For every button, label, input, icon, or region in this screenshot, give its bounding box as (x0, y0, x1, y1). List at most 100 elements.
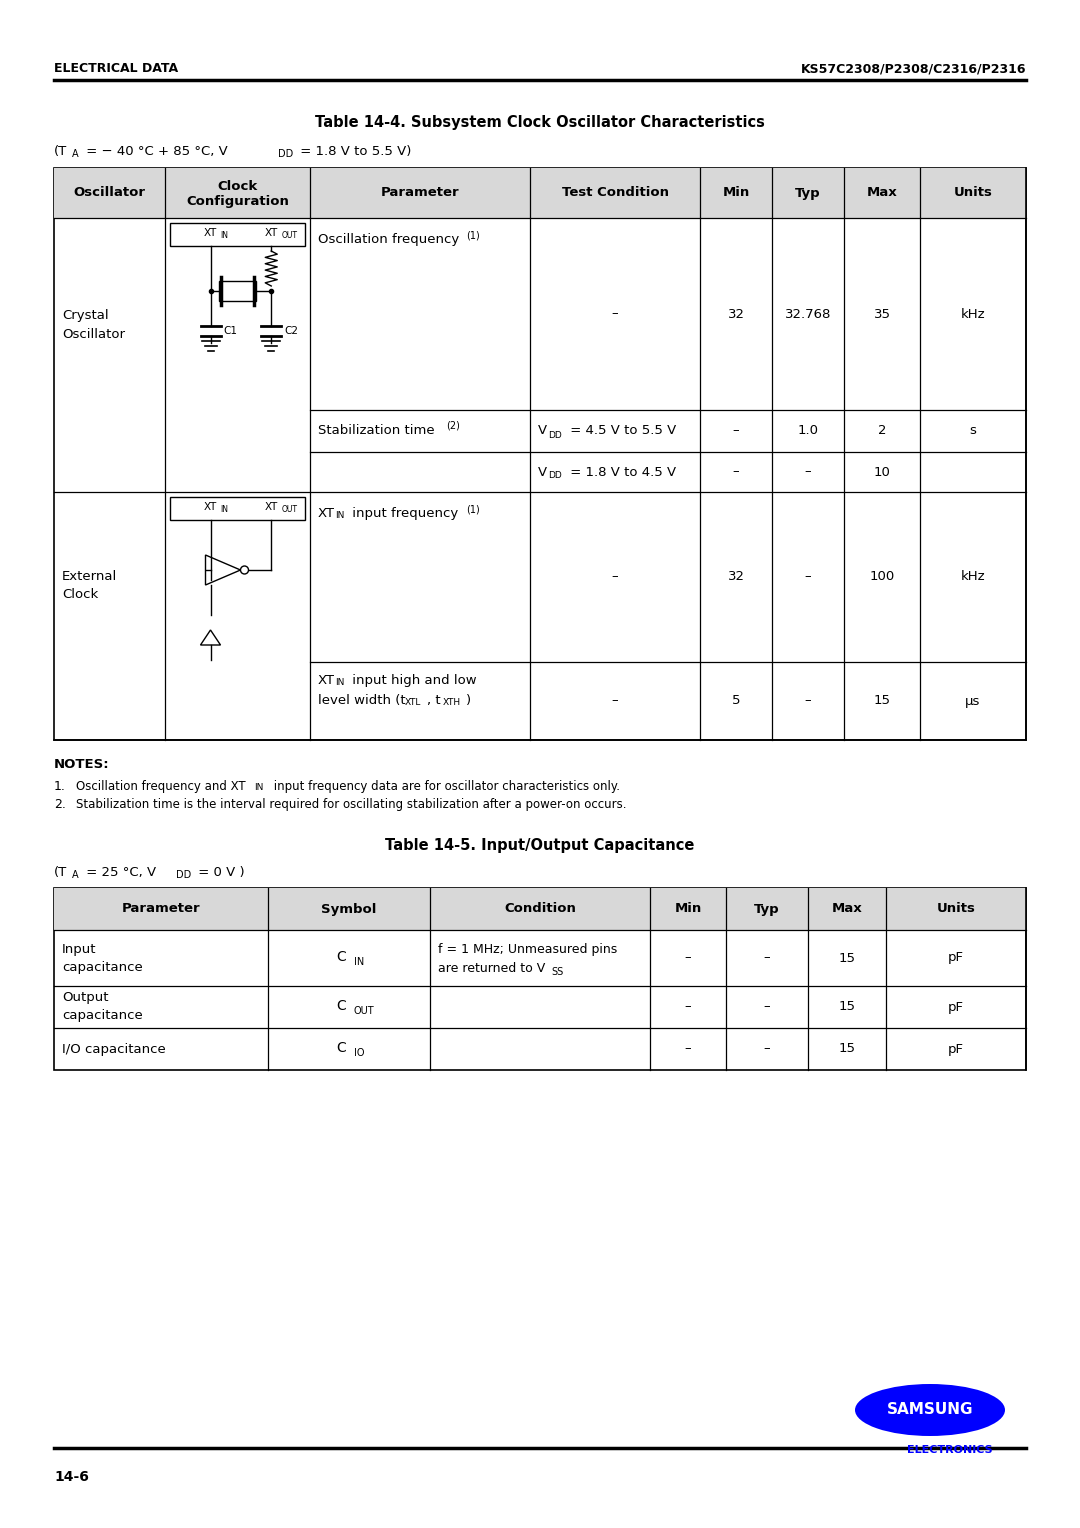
Text: NOTES:: NOTES: (54, 758, 110, 772)
Text: Oscillation frequency and XT: Oscillation frequency and XT (76, 779, 245, 793)
Text: XT: XT (318, 674, 335, 688)
Text: 32.768: 32.768 (785, 307, 832, 321)
Text: SAMSUNG: SAMSUNG (887, 1403, 973, 1418)
Text: Parameter: Parameter (380, 186, 459, 200)
Text: μs: μs (966, 695, 981, 707)
Text: XTH: XTH (443, 698, 461, 707)
Text: input frequency data are for oscillator characteristics only.: input frequency data are for oscillator … (270, 779, 620, 793)
Text: 2.: 2. (54, 798, 66, 811)
Text: Symbol: Symbol (322, 903, 377, 915)
Text: IO: IO (354, 1048, 365, 1057)
Text: 1.0: 1.0 (797, 425, 819, 437)
Text: XT: XT (204, 228, 217, 238)
Text: –: – (764, 952, 770, 964)
Text: C: C (336, 999, 346, 1013)
Text: Stabilization time is the interval required for oscillating stabilization after : Stabilization time is the interval requi… (76, 798, 626, 811)
Text: Test Condition: Test Condition (562, 186, 669, 200)
Text: are returned to V: are returned to V (438, 961, 545, 975)
Text: Oscillator: Oscillator (73, 186, 146, 200)
Text: OUT: OUT (281, 506, 297, 515)
Text: pF: pF (948, 1001, 964, 1013)
Text: Parameter: Parameter (122, 903, 200, 915)
Text: C1: C1 (224, 325, 238, 336)
Text: = 0 V ): = 0 V ) (194, 866, 245, 879)
Bar (218, 281, 256, 301)
Text: I/O capacitance: I/O capacitance (62, 1042, 165, 1056)
Text: 15: 15 (874, 695, 891, 707)
Text: Oscillation frequency: Oscillation frequency (318, 232, 463, 246)
Text: pF: pF (948, 1042, 964, 1056)
Bar (54, 168, 1026, 219)
Text: –: – (685, 1042, 691, 1056)
Text: ELECTRICAL DATA: ELECTRICAL DATA (54, 63, 178, 75)
Text: –: – (764, 1001, 770, 1013)
Text: Max: Max (832, 903, 862, 915)
Text: C: C (336, 950, 346, 964)
Text: A: A (72, 150, 79, 159)
Text: level width (t: level width (t (318, 694, 406, 707)
Bar (170, 223, 305, 246)
Text: 5: 5 (732, 695, 740, 707)
Text: f = 1 MHz; Unmeasured pins: f = 1 MHz; Unmeasured pins (438, 943, 618, 957)
Text: –: – (805, 695, 811, 707)
Text: V: V (538, 425, 548, 437)
Text: IN: IN (354, 957, 364, 967)
Text: 14-6: 14-6 (54, 1470, 89, 1484)
Text: s: s (970, 425, 976, 437)
Text: –: – (732, 425, 740, 437)
Bar (170, 497, 305, 520)
Text: IN: IN (220, 506, 229, 515)
Bar (54, 888, 1026, 1070)
Text: input frequency: input frequency (348, 507, 462, 520)
Text: 15: 15 (838, 952, 855, 964)
Text: = 25 °C, V: = 25 °C, V (82, 866, 157, 879)
Text: Min: Min (674, 903, 702, 915)
Text: (1): (1) (465, 231, 480, 241)
Text: External
Clock: External Clock (62, 570, 118, 602)
Text: pF: pF (948, 952, 964, 964)
Text: C: C (336, 1041, 346, 1054)
Text: Clock: Clock (217, 179, 258, 193)
Text: 2: 2 (878, 425, 887, 437)
Text: Configuration: Configuration (186, 194, 289, 208)
Text: –: – (764, 1042, 770, 1056)
Text: XT: XT (265, 228, 278, 238)
Text: Typ: Typ (795, 186, 821, 200)
Text: 1.: 1. (54, 779, 66, 793)
Text: ELECTRONICS: ELECTRONICS (907, 1445, 993, 1455)
Text: Crystal
Oscillator: Crystal Oscillator (62, 310, 125, 341)
Text: DD: DD (278, 150, 294, 159)
Text: Max: Max (866, 186, 897, 200)
Text: IN: IN (335, 678, 345, 688)
Bar (54, 168, 1026, 740)
Text: OUT: OUT (281, 232, 297, 240)
Text: 100: 100 (869, 570, 894, 584)
Text: Stabilization time: Stabilization time (318, 425, 438, 437)
Text: 35: 35 (874, 307, 891, 321)
Text: (T: (T (54, 866, 67, 879)
Text: DD: DD (548, 472, 562, 480)
Text: (1): (1) (465, 504, 480, 515)
Text: kHz: kHz (961, 570, 985, 584)
Text: ): ) (465, 694, 471, 707)
Text: –: – (685, 952, 691, 964)
Text: Min: Min (723, 186, 750, 200)
Text: Units: Units (954, 186, 993, 200)
Text: (2): (2) (446, 422, 460, 431)
Text: –: – (732, 466, 740, 478)
Text: 15: 15 (838, 1001, 855, 1013)
Text: SS: SS (551, 967, 564, 976)
Text: –: – (805, 570, 811, 584)
Text: IN: IN (254, 782, 264, 792)
Text: 32: 32 (728, 570, 744, 584)
Text: 15: 15 (838, 1042, 855, 1056)
Ellipse shape (855, 1384, 1005, 1436)
Text: –: – (611, 695, 619, 707)
Text: DD: DD (176, 869, 191, 880)
Text: A: A (72, 869, 79, 880)
Text: 32: 32 (728, 307, 744, 321)
Text: = 1.8 V to 5.5 V): = 1.8 V to 5.5 V) (296, 145, 411, 157)
Text: Table 14-4. Subsystem Clock Oscillator Characteristics: Table 14-4. Subsystem Clock Oscillator C… (315, 115, 765, 130)
Text: –: – (805, 466, 811, 478)
Text: OUT: OUT (354, 1005, 375, 1016)
